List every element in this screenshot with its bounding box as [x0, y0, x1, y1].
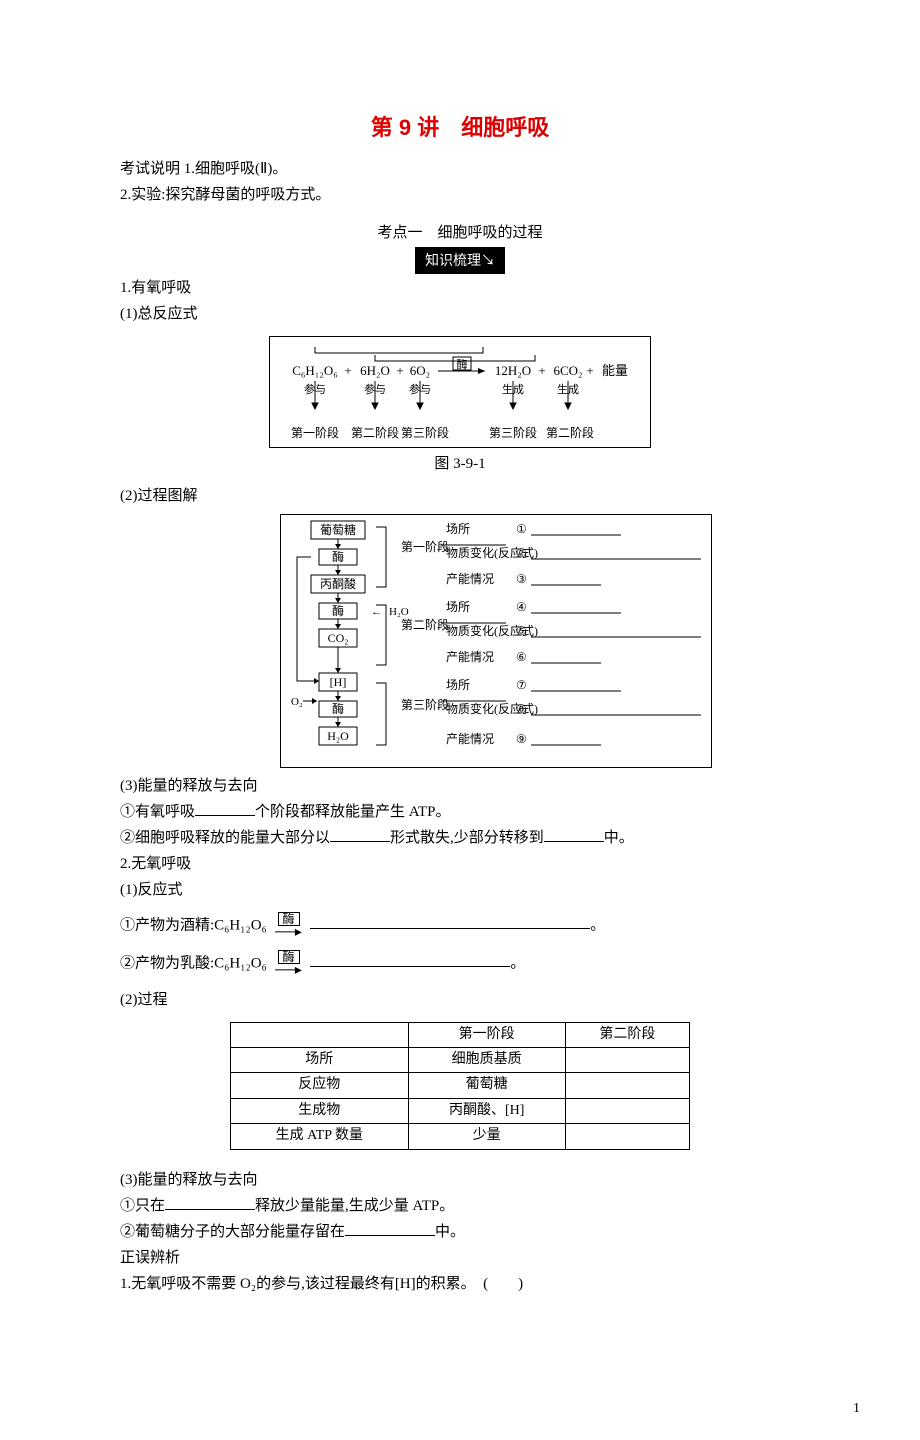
fig1-term3: 6O₂ — [410, 363, 430, 378]
s2: 2.无氧呼吸 — [120, 852, 800, 876]
svg-text:+: + — [586, 363, 593, 378]
s2-3-2: ②葡萄糖分子的大部分能量存留在中。 — [120, 1220, 800, 1244]
svg-text:第三阶段: 第三阶段 — [401, 425, 449, 440]
knowledge-tag-wrap: 知识梳理↘ — [120, 247, 800, 273]
th-stage1: 第一阶段 — [408, 1022, 565, 1047]
knowledge-tag: 知识梳理↘ — [415, 247, 505, 273]
kp1-title: 考点一 细胞呼吸的过程 — [120, 221, 800, 245]
table-row: 反应物葡萄糖 — [231, 1073, 690, 1098]
svg-text:酶: 酶 — [332, 701, 344, 716]
svg-text:产能情况: 产能情况 — [446, 572, 494, 586]
exam-note-2: 2.实验:探究酵母菌的呼吸方式。 — [120, 183, 800, 207]
svg-text:第二阶段: 第二阶段 — [351, 425, 399, 440]
table-row: 生成物丙酮酸、[H] — [231, 1098, 690, 1123]
svg-text:产能情况: 产能情况 — [446, 732, 494, 746]
enzyme-arrow-1: 酶 ──▸ — [271, 912, 307, 940]
svg-text:③: ③ — [516, 572, 527, 586]
s2-1: (1)反应式 — [120, 878, 800, 902]
page-number: 1 — [0, 1338, 920, 1440]
fig1-term6: 能量 — [602, 363, 628, 378]
fig1-term2: 6H₂O — [360, 363, 390, 378]
table-row: 生成 ATP 数量少量 — [231, 1124, 690, 1149]
svg-text:H₂O: H₂O — [389, 606, 409, 618]
tf-label: 正误辨析 — [120, 1246, 800, 1270]
svg-text:葡萄糖: 葡萄糖 — [320, 522, 356, 537]
svg-text:④: ④ — [516, 600, 527, 614]
s1-3: (3)能量的释放与去向 — [120, 774, 800, 798]
s1: 1.有氧呼吸 — [120, 276, 800, 300]
svg-text:CO₂: CO₂ — [328, 631, 349, 645]
exam-note-line-1: 考试说明 1.细胞呼吸(Ⅱ)。 — [120, 157, 800, 181]
blank-6[interactable] — [165, 1194, 255, 1210]
svg-text:第一阶段: 第一阶段 — [291, 425, 339, 440]
blank-4[interactable] — [310, 913, 590, 929]
svg-text:第二阶段: 第二阶段 — [546, 425, 594, 440]
svg-text:⑤: ⑤ — [516, 624, 527, 638]
s1-2: (2)过程图解 — [120, 484, 800, 508]
fig1-term1: C₆H₁₂O₆ — [292, 363, 338, 378]
svg-text:生成: 生成 — [502, 382, 524, 396]
blank-3[interactable] — [544, 826, 604, 842]
exam-note-label: 考试说明 — [120, 161, 180, 177]
svg-text:⑧: ⑧ — [516, 702, 527, 716]
s1-1: (1)总反应式 — [120, 302, 800, 326]
blank-5[interactable] — [310, 951, 510, 967]
s2-2: (2)过程 — [120, 988, 800, 1012]
s1-3-1: ①有氧呼吸个阶段都释放能量产生 ATP。 — [120, 800, 800, 824]
svg-text:第二阶段: 第二阶段 — [401, 617, 449, 632]
svg-text:酶: 酶 — [332, 549, 344, 564]
s1-3-2: ②细胞呼吸释放的能量大部分以形式散失,少部分转移到中。 — [120, 826, 800, 850]
svg-text:场所: 场所 — [446, 678, 470, 692]
svg-text:第三阶段: 第三阶段 — [401, 697, 449, 712]
svg-text:生成: 生成 — [557, 382, 579, 396]
svg-text:+: + — [344, 363, 351, 378]
process-table: 第一阶段 第二阶段 场所细胞质基质 反应物葡萄糖 生成物丙酮酸、[H] 生成 A… — [230, 1022, 690, 1150]
svg-text:⑦: ⑦ — [516, 678, 527, 692]
fig1-term5: 6CO₂ — [553, 363, 582, 378]
svg-text:②: ② — [516, 546, 527, 560]
svg-text:酶: 酶 — [332, 603, 344, 618]
table-row: 第一阶段 第二阶段 — [231, 1022, 690, 1047]
svg-text:场所: 场所 — [446, 600, 470, 614]
fig1-caption: 图 3-9-1 — [120, 452, 800, 476]
svg-text:[H]: [H] — [330, 675, 347, 689]
table-row: 场所细胞质基质 — [231, 1047, 690, 1072]
svg-text:第一阶段: 第一阶段 — [401, 539, 449, 554]
figure-2: 葡萄糖 酶 丙酮酸 酶 ← H₂O CO₂ [H] O₂ 酶 H₂O — [280, 514, 712, 768]
s2-3-1: ①只在释放少量能量,生成少量 ATP。 — [120, 1194, 800, 1218]
svg-text:参与: 参与 — [364, 382, 386, 396]
figure-1: C₆H₁₂O₆ + 6H₂O + 6O₂ 酶 12H₂O + 6CO₂ + 能量 — [269, 336, 651, 448]
svg-text:⑨: ⑨ — [516, 732, 527, 746]
svg-text:+: + — [396, 363, 403, 378]
fig1-term4: 12H₂O — [495, 363, 531, 378]
s2-1-1: ①产物为酒精:C₆H₁₂O₆ 酶 ──▸ 。 — [120, 912, 800, 940]
page-title: 第 9 讲 细胞呼吸 — [120, 110, 800, 145]
svg-text:H₂O: H₂O — [327, 729, 349, 743]
fig1-enzyme: 酶 — [457, 358, 468, 371]
blank-7[interactable] — [345, 1220, 435, 1236]
svg-text:⑥: ⑥ — [516, 650, 527, 664]
th-stage2: 第二阶段 — [565, 1022, 689, 1047]
exam-note-1: 1.细胞呼吸(Ⅱ)。 — [184, 161, 288, 177]
svg-text:第三阶段: 第三阶段 — [489, 425, 537, 440]
svg-text:参与: 参与 — [409, 382, 431, 396]
svg-text:丙酮酸: 丙酮酸 — [320, 576, 356, 591]
svg-text:场所: 场所 — [446, 522, 470, 536]
svg-text:①: ① — [516, 522, 527, 536]
svg-text:O₂: O₂ — [291, 696, 303, 708]
enzyme-arrow-2: 酶 ──▸ — [271, 950, 307, 978]
s2-1-2: ②产物为乳酸:C₆H₁₂O₆ 酶 ──▸ 。 — [120, 950, 800, 978]
svg-text:+: + — [538, 363, 545, 378]
blank-2[interactable] — [330, 826, 390, 842]
svg-text:产能情况: 产能情况 — [446, 650, 494, 664]
svg-text:参与: 参与 — [304, 382, 326, 396]
tf-1: 1.无氧呼吸不需要 O₂的参与,该过程最终有[H]的积累。 ( ) — [120, 1272, 800, 1296]
blank-1[interactable] — [195, 800, 255, 816]
svg-text:←: ← — [371, 606, 382, 618]
s2-3: (3)能量的释放与去向 — [120, 1168, 800, 1192]
th-blank — [231, 1022, 409, 1047]
